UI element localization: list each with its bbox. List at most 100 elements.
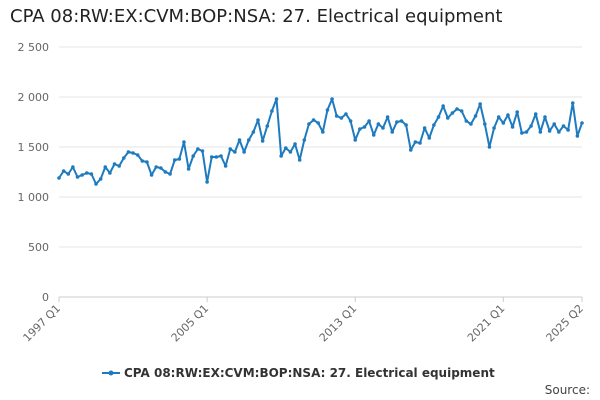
data-point[interactable] <box>570 101 575 105</box>
legend[interactable]: CPA 08:RW:EX:CVM:BOP:NSA: 27. Electrical… <box>102 366 495 380</box>
data-point[interactable] <box>459 109 464 113</box>
data-point[interactable] <box>450 111 455 115</box>
data-point[interactable] <box>172 158 177 162</box>
data-point[interactable] <box>57 176 61 180</box>
data-point[interactable] <box>376 122 381 126</box>
data-point[interactable] <box>246 138 251 142</box>
data-point[interactable] <box>186 167 191 171</box>
data-point[interactable] <box>344 112 348 116</box>
data-point[interactable] <box>520 131 524 135</box>
data-point[interactable] <box>408 148 413 152</box>
data-point[interactable] <box>209 155 214 159</box>
data-point[interactable] <box>223 164 228 168</box>
data-point[interactable] <box>316 121 320 125</box>
data-point[interactable] <box>469 122 473 126</box>
data-point[interactable] <box>293 142 297 146</box>
data-point[interactable] <box>71 165 75 169</box>
data-point[interactable] <box>61 169 66 173</box>
data-point[interactable] <box>547 129 552 133</box>
data-point[interactable] <box>381 126 385 130</box>
data-point[interactable] <box>256 118 260 122</box>
data-point[interactable] <box>159 166 163 170</box>
data-point[interactable] <box>112 162 117 166</box>
data-point[interactable] <box>214 155 219 159</box>
data-point[interactable] <box>191 154 196 158</box>
data-point[interactable] <box>399 119 404 123</box>
data-point[interactable] <box>533 112 538 116</box>
data-point[interactable] <box>168 172 172 176</box>
data-point[interactable] <box>557 130 561 134</box>
data-point[interactable] <box>182 140 186 144</box>
data-point[interactable] <box>325 108 330 112</box>
data-point[interactable] <box>492 126 496 130</box>
data-point[interactable] <box>200 149 205 153</box>
data-point[interactable] <box>473 114 478 118</box>
data-point[interactable] <box>538 130 543 134</box>
data-point[interactable] <box>163 170 168 174</box>
data-point[interactable] <box>98 177 103 181</box>
data-point[interactable] <box>260 139 265 143</box>
data-point[interactable] <box>334 114 339 118</box>
data-point[interactable] <box>94 182 98 186</box>
data-point[interactable] <box>237 138 242 142</box>
data-point[interactable] <box>103 165 108 169</box>
data-point[interactable] <box>66 172 71 176</box>
data-point[interactable] <box>348 119 353 123</box>
data-point[interactable] <box>543 115 547 119</box>
data-point[interactable] <box>219 154 223 158</box>
data-point[interactable] <box>422 126 427 130</box>
data-point[interactable] <box>395 120 399 124</box>
data-point[interactable] <box>566 128 570 132</box>
data-point[interactable] <box>501 121 506 125</box>
data-point[interactable] <box>233 150 237 154</box>
data-point[interactable] <box>302 138 307 142</box>
data-point[interactable] <box>307 122 311 126</box>
data-point[interactable] <box>496 115 501 119</box>
data-point[interactable] <box>390 130 395 134</box>
data-point[interactable] <box>487 145 492 149</box>
data-point[interactable] <box>358 127 362 131</box>
data-point[interactable] <box>464 119 469 123</box>
data-point[interactable] <box>404 123 408 127</box>
data-point[interactable] <box>126 150 131 154</box>
data-point[interactable] <box>321 130 325 134</box>
data-point[interactable] <box>575 134 580 138</box>
data-point[interactable] <box>84 171 89 175</box>
data-point[interactable] <box>478 102 482 106</box>
data-point[interactable] <box>385 115 390 119</box>
data-point[interactable] <box>242 150 246 154</box>
data-point[interactable] <box>177 157 182 161</box>
data-point[interactable] <box>362 125 367 129</box>
data-point[interactable] <box>75 175 80 179</box>
data-point[interactable] <box>339 116 344 120</box>
data-point[interactable] <box>80 173 84 177</box>
data-point[interactable] <box>311 118 316 122</box>
data-point[interactable] <box>483 122 487 126</box>
data-point[interactable] <box>371 133 376 137</box>
data-point[interactable] <box>436 115 441 119</box>
data-point[interactable] <box>131 151 135 155</box>
data-point[interactable] <box>135 153 140 157</box>
data-point[interactable] <box>432 123 436 127</box>
data-point[interactable] <box>524 130 529 134</box>
data-point[interactable] <box>205 180 209 184</box>
data-point[interactable] <box>288 150 293 154</box>
data-point[interactable] <box>274 97 279 101</box>
data-point[interactable] <box>367 119 371 123</box>
data-point[interactable] <box>117 164 121 168</box>
data-point[interactable] <box>561 124 566 128</box>
data-point[interactable] <box>445 116 450 120</box>
data-point[interactable] <box>108 171 112 175</box>
data-point[interactable] <box>270 109 274 113</box>
data-point[interactable] <box>515 110 520 114</box>
data-point[interactable] <box>297 158 302 162</box>
data-point[interactable] <box>529 124 533 128</box>
data-point[interactable] <box>279 154 283 158</box>
data-point[interactable] <box>121 156 126 160</box>
data-point[interactable] <box>455 107 459 111</box>
data-point[interactable] <box>506 113 510 117</box>
data-point[interactable] <box>441 104 445 108</box>
data-point[interactable] <box>283 146 288 150</box>
data-point[interactable] <box>265 124 270 128</box>
data-point[interactable] <box>228 147 233 151</box>
